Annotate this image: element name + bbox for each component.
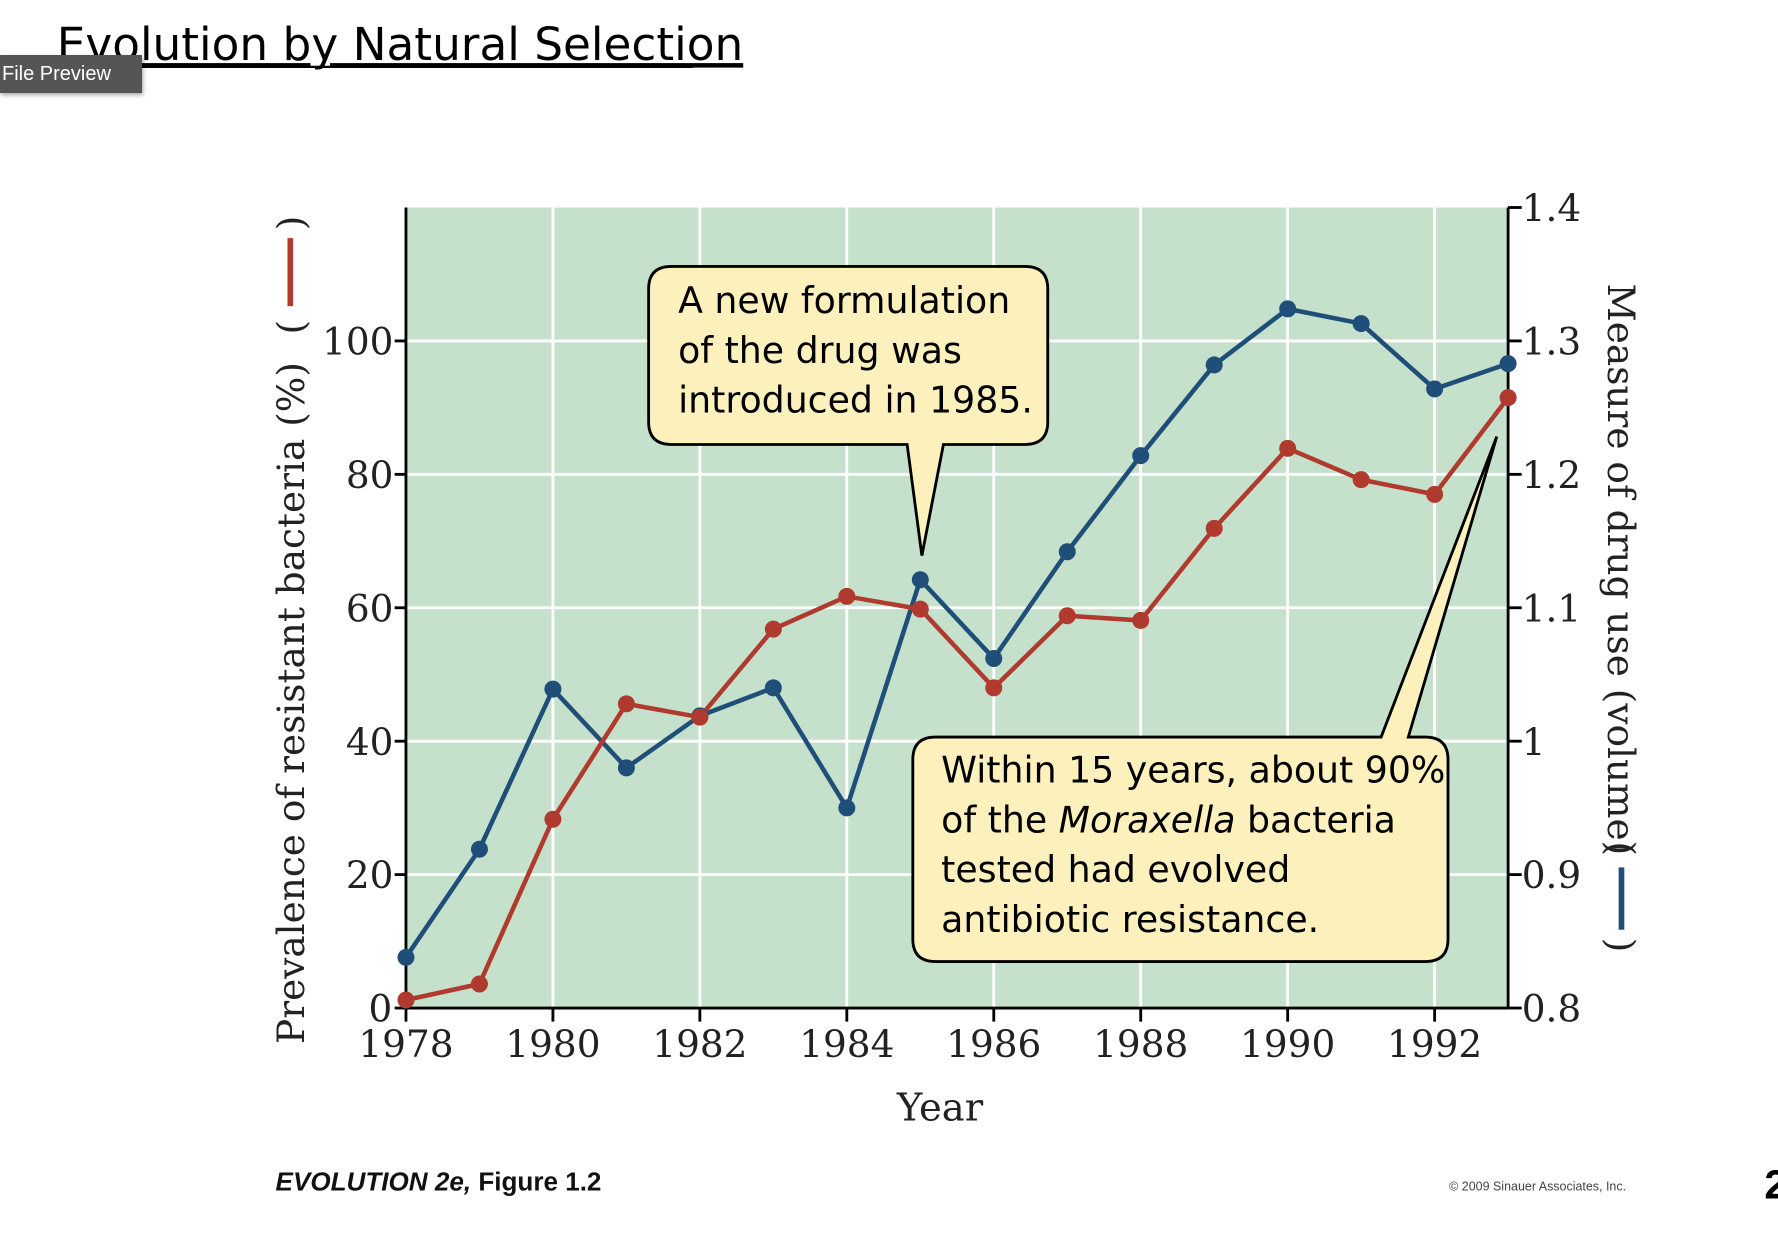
right-y-tick-label: 1.1 bbox=[1522, 586, 1582, 630]
resistance-point bbox=[911, 600, 929, 618]
right-y-tick-label: 0.8 bbox=[1522, 987, 1582, 1031]
callout-bubble bbox=[647, 265, 1050, 556]
file-preview-tooltip: File Preview bbox=[0, 55, 142, 93]
callout-resistance: Within 15 years, about 90% of the Moraxe… bbox=[911, 436, 1499, 963]
resistance-point bbox=[691, 708, 709, 726]
resistance-point bbox=[985, 679, 1003, 697]
drug-use-point bbox=[1426, 380, 1444, 398]
resistance-point bbox=[544, 810, 562, 828]
callout-line: of the bbox=[941, 798, 1059, 841]
drug-use-point bbox=[1352, 315, 1370, 333]
right-y-tick-label: 1 bbox=[1522, 720, 1546, 764]
x-tick-label: 1984 bbox=[799, 1022, 894, 1066]
callout-text: A new formulation of the drug was introd… bbox=[678, 279, 1033, 422]
callout-italic-species: Moraxella bbox=[1059, 798, 1236, 841]
resistance-point bbox=[764, 620, 782, 638]
left-y-tick-label: 40 bbox=[346, 720, 394, 764]
callout-line: Within 15 years, about 90% bbox=[941, 748, 1445, 791]
resistance-point bbox=[617, 695, 635, 713]
series-lines bbox=[404, 306, 1510, 1003]
left-y-tick-label: 100 bbox=[322, 320, 393, 364]
resistance-point bbox=[1279, 439, 1297, 457]
resistance-point bbox=[1132, 611, 1150, 629]
left-axis-label: Prevalence of resistant bacteria (%) bbox=[269, 362, 313, 1044]
callout-line: A new formulation bbox=[678, 279, 1010, 322]
drug-use-point bbox=[470, 840, 488, 858]
drug-use-point bbox=[985, 649, 1003, 667]
resistance-point bbox=[1352, 471, 1370, 489]
plot-area: 1978 1980 1982 1984 1986 1988 1990 1992 0 20 40 60 8… bbox=[322, 186, 1581, 1066]
callout-bubble bbox=[911, 436, 1499, 963]
left-y-tick-label: 60 bbox=[346, 586, 394, 630]
drug-use-point bbox=[617, 759, 635, 777]
legend-paren-close: ) bbox=[269, 216, 313, 231]
callout-new-formulation: A new formulation of the drug was introd… bbox=[647, 265, 1050, 556]
caption-figure: Figure 1.2 bbox=[471, 1167, 601, 1197]
resistance-line bbox=[405, 396, 1510, 1003]
drug-use-point bbox=[1279, 300, 1297, 318]
x-tick-label: 1980 bbox=[505, 1022, 600, 1066]
x-tick-label: 1990 bbox=[1240, 1022, 1335, 1066]
x-tick-label: 1988 bbox=[1093, 1022, 1188, 1066]
left-axis-title: Prevalence of resistant bacteria (%) ( ) bbox=[269, 216, 313, 1044]
x-tick-label: 1982 bbox=[652, 1022, 747, 1066]
drug-use-point bbox=[1205, 356, 1223, 374]
right-axis-title: Measure of drug use (volume) ( ) bbox=[1599, 283, 1643, 952]
resistance-point bbox=[1058, 607, 1076, 625]
x-tick-label: 1992 bbox=[1387, 1022, 1482, 1066]
drug-use-line bbox=[404, 306, 1509, 959]
resistance-point bbox=[1205, 519, 1223, 537]
slide-title: Evolution by Natural Selection bbox=[57, 18, 744, 71]
x-tick-label: 1978 bbox=[358, 1022, 453, 1066]
drug-use-point bbox=[838, 799, 856, 817]
callout-line: of the drug was bbox=[678, 329, 962, 372]
figure-caption: EVOLUTION 2e, Figure 1.2 bbox=[276, 1167, 602, 1197]
callout-line: introduced in 1985. bbox=[678, 379, 1033, 422]
callout-text: Within 15 years, about 90% of the Moraxe… bbox=[941, 748, 1457, 941]
right-y-tick-label: 1.4 bbox=[1522, 186, 1582, 230]
left-y-tick-label: 0 bbox=[369, 987, 393, 1031]
page-number: 2 bbox=[1764, 1162, 1778, 1208]
callout-line: tested had evolved bbox=[941, 848, 1290, 891]
resistance-point bbox=[1499, 389, 1517, 407]
resistance-point bbox=[838, 587, 856, 605]
drug-use-point bbox=[1132, 447, 1150, 465]
left-y-tick-label: 20 bbox=[346, 853, 394, 897]
drug-use-point bbox=[1499, 355, 1517, 373]
right-y-tick-label: 0.9 bbox=[1522, 853, 1582, 897]
legend-paren-open: ( bbox=[269, 320, 313, 335]
legend-paren-open: ( bbox=[1599, 841, 1643, 856]
drug-use-point bbox=[1058, 543, 1076, 561]
right-axis-label: Measure of drug use (volume) bbox=[1599, 283, 1643, 855]
drug-use-point bbox=[911, 571, 929, 589]
copyright: © 2009 Sinauer Associates, Inc. bbox=[1449, 1180, 1626, 1194]
resistance-point bbox=[1426, 485, 1444, 503]
drug-use-point bbox=[544, 680, 562, 698]
callout-line: bacteria bbox=[1235, 798, 1395, 841]
x-axis-label: Year bbox=[896, 1085, 984, 1130]
drug-use-point bbox=[397, 948, 415, 966]
resistance-point bbox=[470, 975, 488, 993]
x-tick-label: 1986 bbox=[946, 1022, 1041, 1066]
callout-line: antibiotic resistance. bbox=[941, 898, 1319, 941]
caption-book: EVOLUTION 2e, bbox=[276, 1167, 472, 1197]
series-points bbox=[397, 300, 1517, 1009]
drug-use-point bbox=[764, 679, 782, 697]
right-y-tick-label: 1.2 bbox=[1522, 453, 1582, 497]
legend-paren-close: ) bbox=[1599, 938, 1643, 953]
axis-ticks: 1978 1980 1982 1984 1986 1988 1990 1992 0 20 40 60 8… bbox=[322, 186, 1581, 1066]
left-y-tick-label: 80 bbox=[346, 453, 394, 497]
right-y-tick-label: 1.3 bbox=[1522, 320, 1582, 364]
resistance-point bbox=[397, 991, 415, 1009]
